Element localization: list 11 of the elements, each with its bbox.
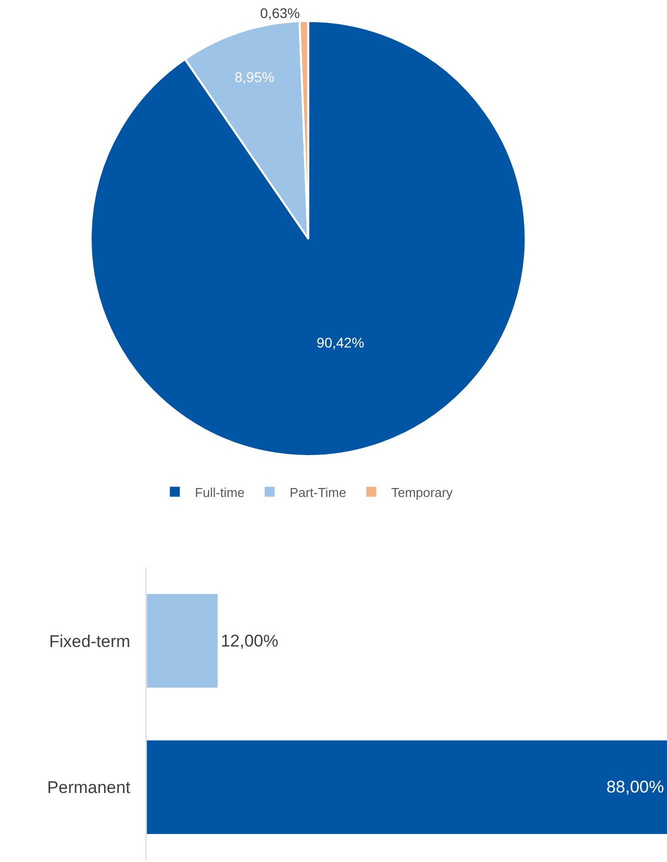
data-label: 8,95% [234,68,274,85]
data-label: 12,00% [220,631,278,650]
y-tick-label: Permanent [47,778,131,798]
legend-label: Part-Time [290,484,346,500]
data-label: 90,42% [316,334,364,350]
legend-label: Temporary [391,484,454,500]
data-label: 88,00% [606,778,664,797]
data-label: 0,63% [260,4,300,21]
pie-slice [90,20,527,457]
legend-label: Full-time [194,484,245,500]
y-tick-label: Fixed-term [49,632,130,651]
